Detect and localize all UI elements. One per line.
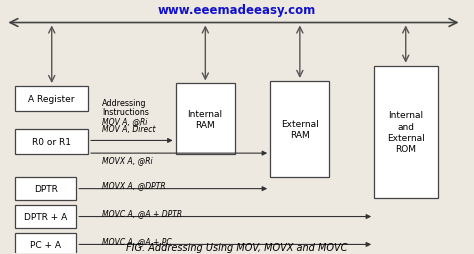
FancyBboxPatch shape — [374, 66, 438, 198]
Text: R0 or R1: R0 or R1 — [32, 138, 71, 147]
Text: MOVX A, @Ri: MOVX A, @Ri — [102, 155, 153, 164]
FancyBboxPatch shape — [175, 84, 235, 155]
Text: Addressing: Addressing — [102, 99, 147, 107]
Text: www.eeemadeeasy.com: www.eeemadeeasy.com — [158, 4, 316, 17]
Text: FIG. Addressing Using MOV, MOVX and MOVC: FIG. Addressing Using MOV, MOVX and MOVC — [126, 242, 348, 252]
Text: MOVC A, @A + DPTR: MOVC A, @A + DPTR — [102, 209, 182, 217]
FancyBboxPatch shape — [15, 233, 76, 254]
FancyBboxPatch shape — [15, 178, 76, 200]
Text: MOVX A, @DPTR: MOVX A, @DPTR — [102, 181, 166, 189]
FancyBboxPatch shape — [15, 87, 88, 112]
Text: External
RAM: External RAM — [281, 120, 319, 139]
Text: Instructions: Instructions — [102, 107, 149, 116]
FancyBboxPatch shape — [15, 130, 88, 155]
Text: A Register: A Register — [28, 95, 75, 104]
FancyBboxPatch shape — [270, 82, 329, 178]
Text: MOVC A, @A + PC: MOVC A, @A + PC — [102, 236, 172, 245]
Text: MOV A, @Ri: MOV A, @Ri — [102, 116, 148, 125]
Text: PC + A: PC + A — [30, 240, 61, 249]
Text: DPTR + A: DPTR + A — [24, 212, 67, 221]
Text: Internal
RAM: Internal RAM — [188, 109, 223, 130]
FancyBboxPatch shape — [15, 205, 76, 228]
Text: MOV A, Direct: MOV A, Direct — [102, 124, 156, 134]
Text: DPTR: DPTR — [34, 184, 57, 193]
Text: Internal
and
External
ROM: Internal and External ROM — [387, 111, 425, 153]
